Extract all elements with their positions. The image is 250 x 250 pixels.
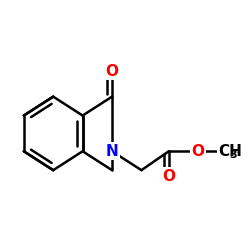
Text: O: O	[192, 144, 205, 159]
Text: CH: CH	[218, 144, 242, 159]
Text: 3: 3	[230, 150, 237, 160]
Text: N: N	[106, 144, 118, 159]
Text: O: O	[162, 169, 175, 184]
Text: O: O	[106, 64, 118, 79]
